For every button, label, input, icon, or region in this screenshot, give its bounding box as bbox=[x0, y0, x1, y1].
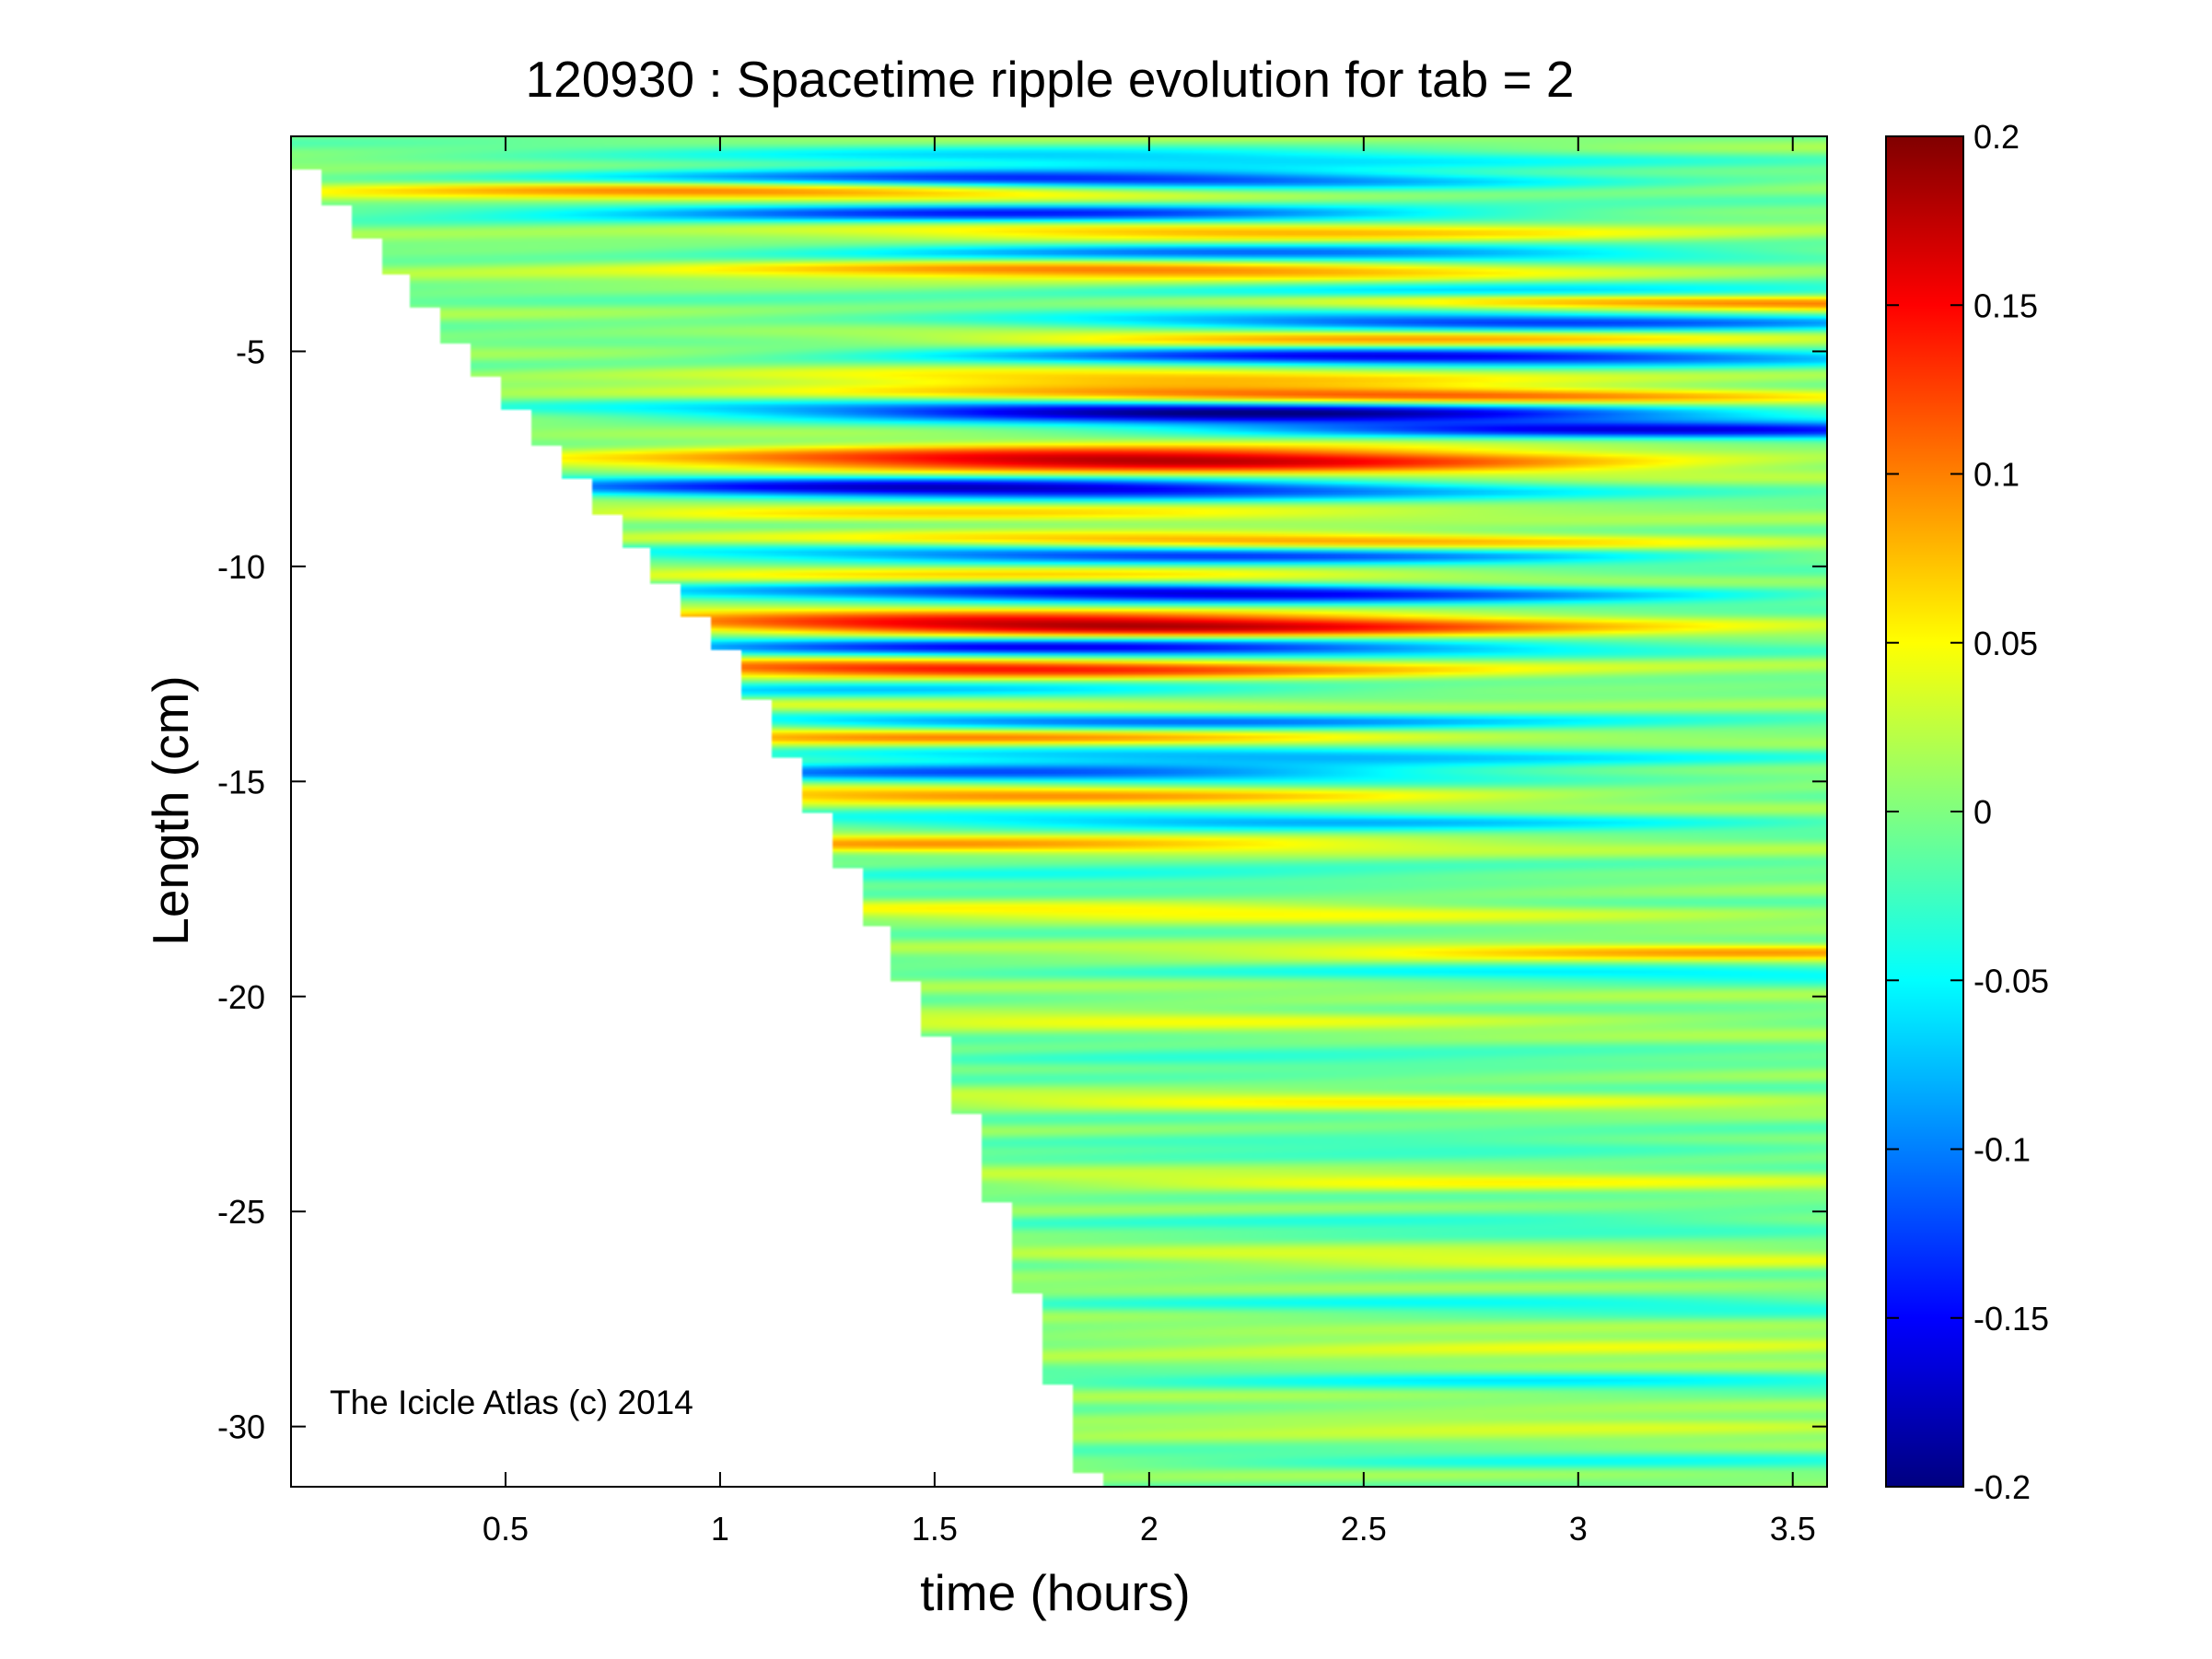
x-axis-label: time (hours) bbox=[920, 1564, 1190, 1621]
x-tick-label: 1.5 bbox=[912, 1510, 958, 1548]
heatmap-image bbox=[291, 136, 1827, 1487]
heatmap-area bbox=[290, 135, 1828, 1488]
colorbar-tick-label: 0.05 bbox=[1973, 625, 2038, 662]
colorbar-tick-label: 0.2 bbox=[1973, 118, 2020, 156]
colorbar-tick-label: -0.15 bbox=[1973, 1300, 2049, 1338]
y-tick-label: -25 bbox=[217, 1193, 265, 1231]
x-tick-label: 0.5 bbox=[483, 1510, 529, 1548]
x-tick-label: 1 bbox=[711, 1510, 729, 1548]
y-axis: -5 -10 -15 -20 -25 -30 bbox=[217, 333, 1827, 1446]
x-tick-label: 2.5 bbox=[1341, 1510, 1387, 1548]
y-tick-label: -5 bbox=[236, 333, 265, 370]
x-tick-label: 3 bbox=[1569, 1510, 1588, 1548]
colorbar: 0.2 0.15 0.1 0.05 0 -0.05 -0.1 -0.15 -0.2 bbox=[1885, 118, 2049, 1506]
x-axis: 0.5 1 1.5 2 2.5 3 3.5 bbox=[483, 136, 1816, 1548]
colorbar-tick-label: 0 bbox=[1973, 793, 1992, 831]
copyright-annotation: The Icicle Atlas (c) 2014 bbox=[330, 1384, 693, 1421]
y-tick-label: -10 bbox=[217, 548, 265, 586]
colorbar-tick-label: -0.05 bbox=[1973, 962, 2049, 999]
y-tick-label: -30 bbox=[217, 1408, 265, 1446]
y-tick-label: -15 bbox=[217, 763, 265, 800]
colorbar-tick-label: 0.15 bbox=[1973, 286, 2038, 324]
y-tick-label: -20 bbox=[217, 978, 265, 1016]
colorbar-tick-label: -0.1 bbox=[1973, 1131, 2031, 1169]
plot-frame bbox=[290, 135, 1828, 1488]
chart-title: 120930 : Spacetime ripple evolution for … bbox=[526, 51, 1575, 108]
colorbar-tick-label: 0.1 bbox=[1973, 456, 2020, 494]
colorbar-tick-label: -0.2 bbox=[1973, 1468, 2031, 1506]
x-tick-label: 3.5 bbox=[1770, 1510, 1816, 1548]
colorbar-ticks: 0.2 0.15 0.1 0.05 0 -0.05 -0.1 -0.15 -0.2 bbox=[1886, 118, 2049, 1506]
x-tick-label: 2 bbox=[1140, 1510, 1158, 1548]
y-axis-label: Length (cm) bbox=[142, 675, 199, 945]
